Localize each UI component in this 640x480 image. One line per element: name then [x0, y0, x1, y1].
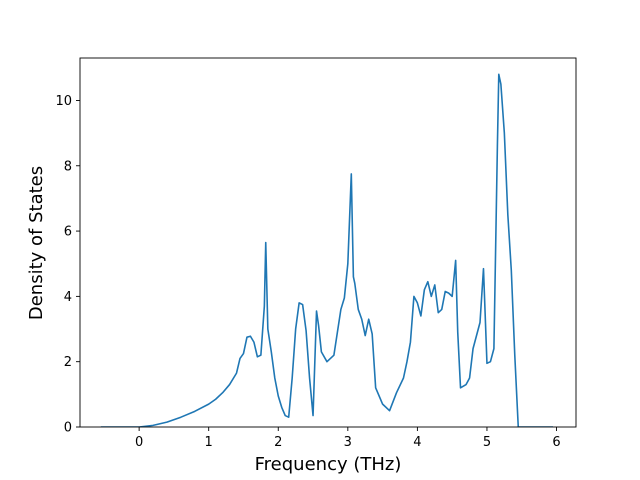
x-axis-title: Frequency (THz)	[255, 454, 402, 475]
y-tick-label: 0	[64, 421, 72, 436]
y-tick-label: 6	[64, 225, 72, 240]
y-tick-label: 2	[64, 355, 72, 370]
x-tick-label: 4	[413, 435, 421, 450]
x-tick-label: 6	[552, 435, 560, 450]
x-tick-label: 2	[274, 435, 282, 450]
x-tick-label: 5	[483, 435, 491, 450]
x-tick-label: 1	[205, 435, 213, 450]
y-tick-label: 10	[55, 94, 72, 109]
x-tick-label: 0	[135, 435, 143, 450]
x-tick-label: 3	[344, 435, 352, 450]
y-axis-title: Density of States	[26, 166, 47, 320]
y-tick-label: 4	[64, 290, 72, 305]
dos-series-line	[100, 73, 554, 427]
plot-frame	[79, 57, 577, 428]
y-tick-label: 8	[64, 159, 72, 174]
